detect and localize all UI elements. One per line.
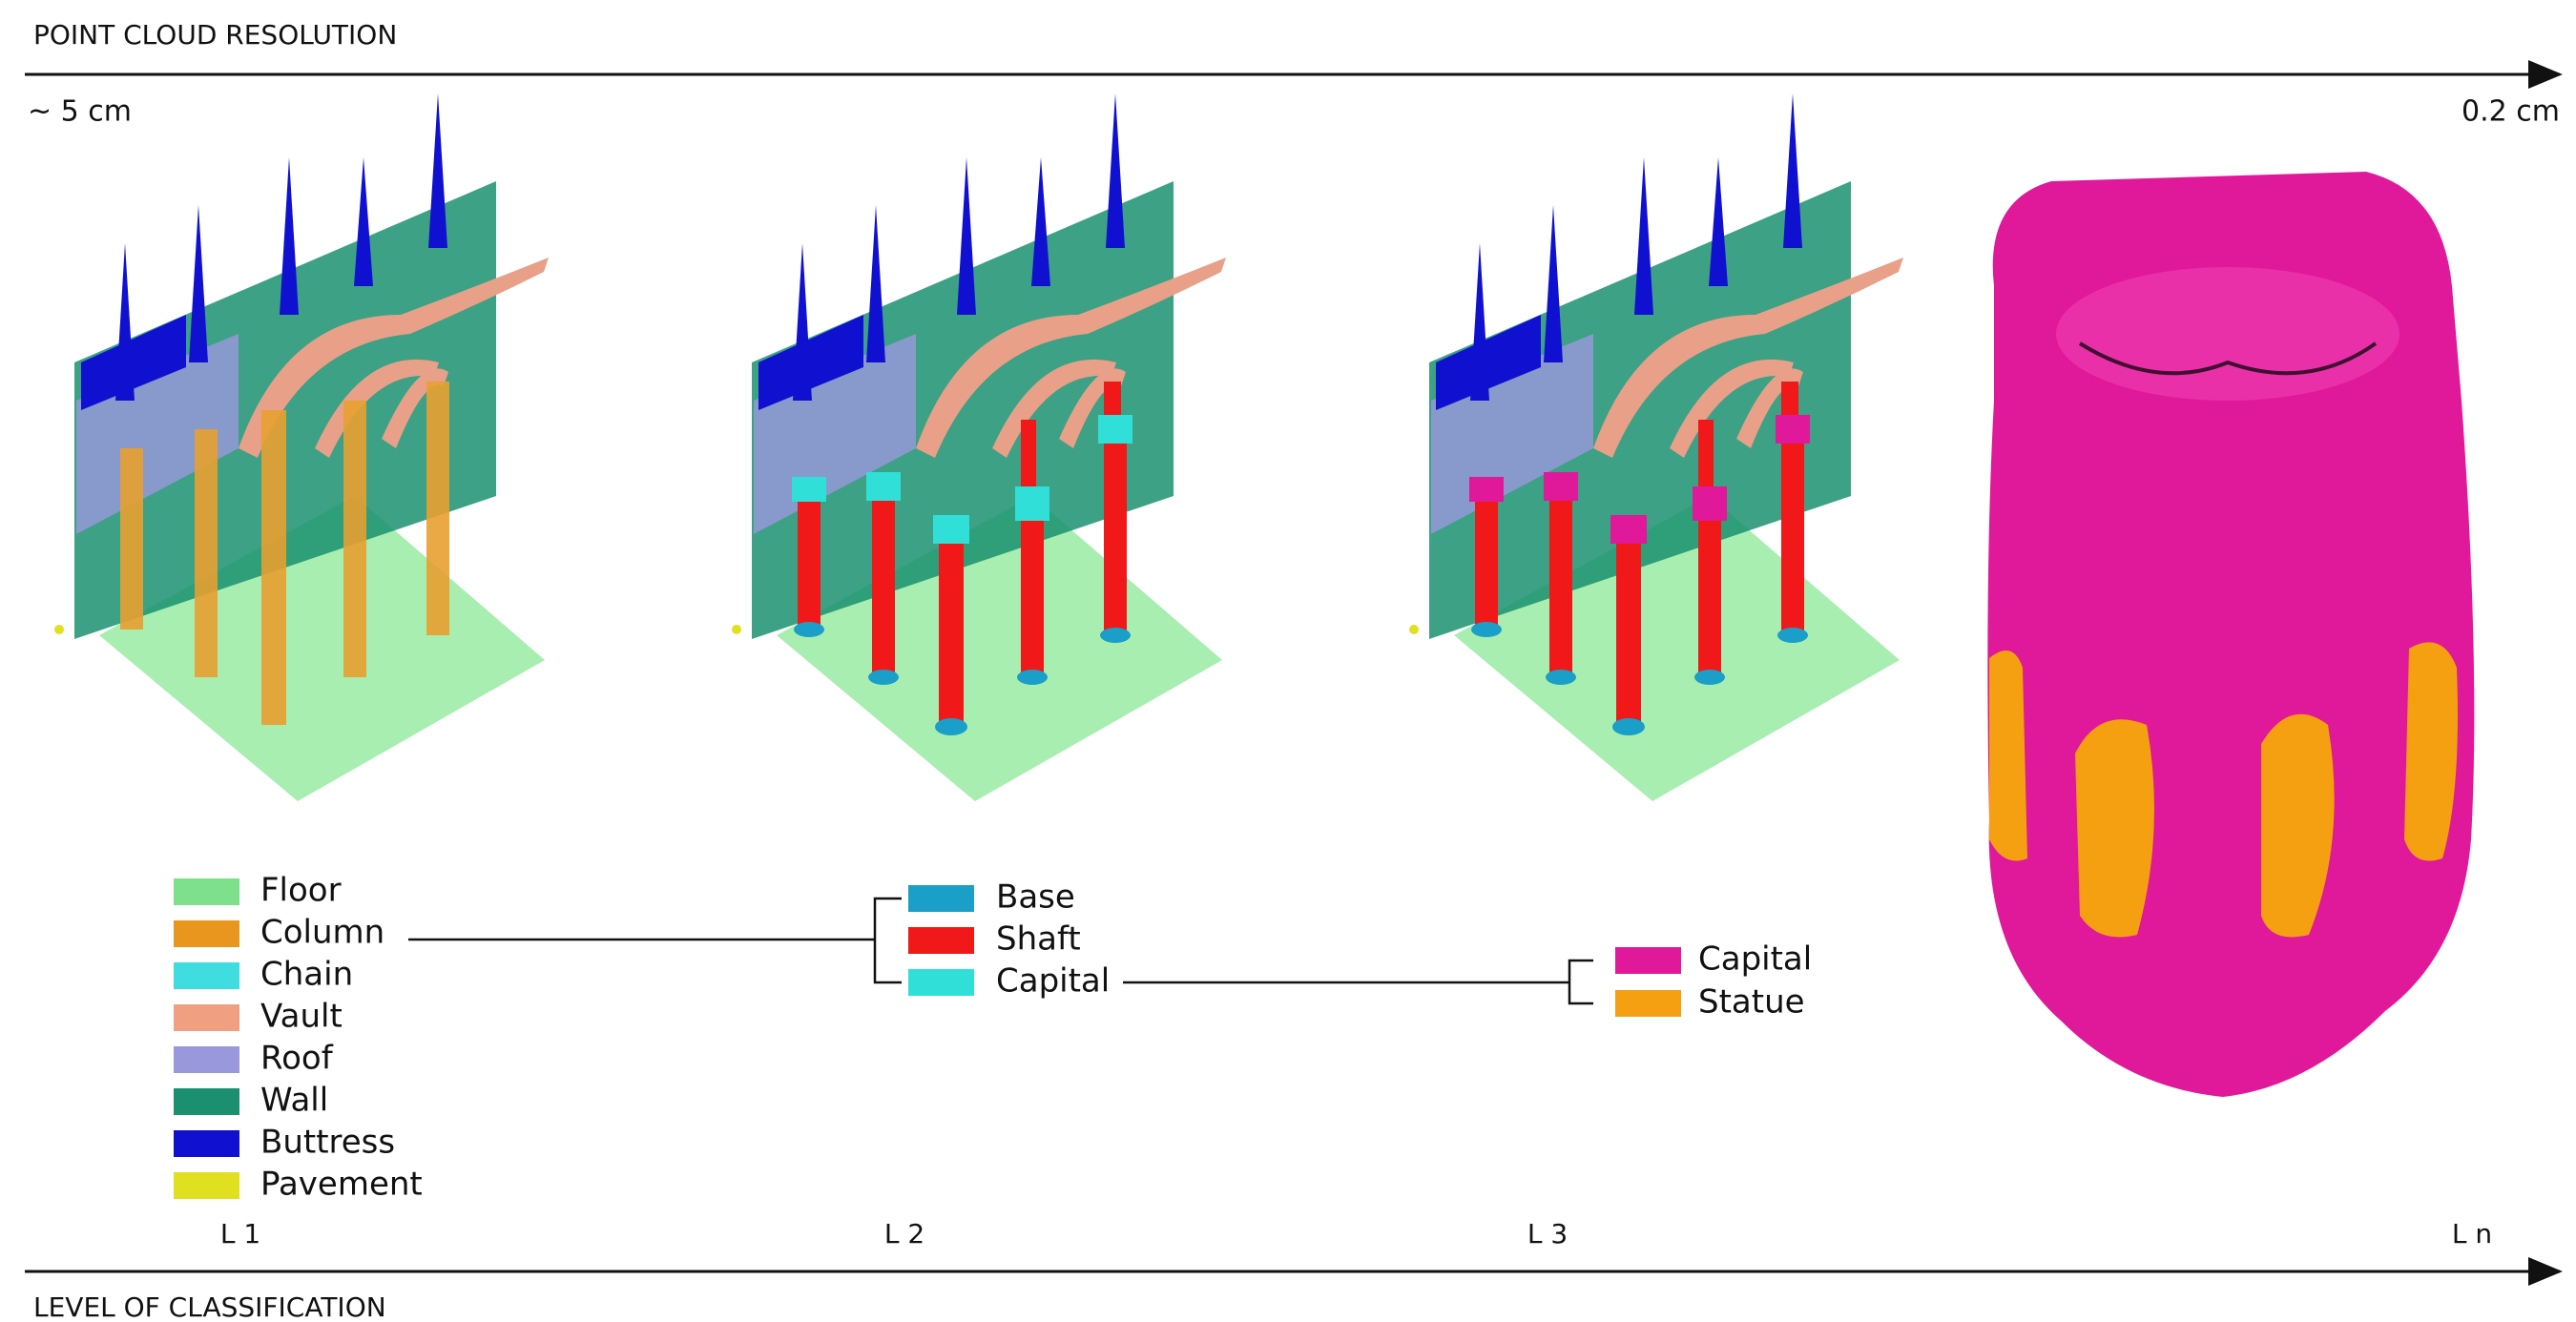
legend-label: Shaft [996, 920, 1081, 959]
level-label: L 3 [1527, 1218, 1568, 1250]
level-label: L 1 [220, 1218, 260, 1250]
legend-swatch [908, 885, 974, 912]
nave-l3 [1409, 93, 1903, 801]
resolution-start: ~ 5 cm [28, 95, 132, 129]
legend-swatch [174, 920, 239, 947]
legend-swatch [908, 927, 974, 954]
legend-label: Statue [1698, 983, 1805, 1022]
legends: Floor Column Chain Vault Roof Wall Buttress Pav… [174, 872, 1812, 1204]
legend-swatch [1615, 947, 1681, 974]
legend-label: Pavement [260, 1166, 423, 1204]
legend-label: Buttress [260, 1124, 395, 1162]
legend-label: Capital [1698, 940, 1812, 979]
capital-detail [1987, 172, 2475, 1097]
legend-swatch [174, 962, 239, 989]
legend-label: Vault [260, 998, 343, 1036]
legend-swatch [174, 1088, 239, 1115]
legend-label: Wall [260, 1082, 328, 1120]
nave-l1 [54, 93, 549, 801]
legend-label: Capital [996, 962, 1110, 1001]
level-label: L n [2452, 1218, 2492, 1250]
legend-label: Column [260, 914, 384, 952]
legend-swatch [174, 1004, 239, 1031]
legend-label: Floor [260, 872, 342, 910]
level-label: L 2 [884, 1218, 924, 1250]
nave-l2 [732, 93, 1226, 801]
legend-swatch [174, 1130, 239, 1157]
hierarchy-connectors [408, 897, 1593, 1005]
legend-swatch [1615, 990, 1681, 1017]
levels: L 1 L 2 L 3 L n [220, 1218, 2492, 1250]
legend-swatch [174, 1046, 239, 1073]
legend-label: Roof [260, 1040, 334, 1078]
legend-label: Chain [260, 956, 353, 994]
top-axis-label: POINT CLOUD RESOLUTION [33, 19, 397, 51]
legend-label: Base [996, 878, 1075, 917]
legend-swatch [908, 969, 974, 996]
legend-swatch [174, 1172, 239, 1199]
legend-swatch [174, 878, 239, 905]
resolution-end: 0.2 cm [2462, 95, 2560, 129]
bottom-axis-label: LEVEL OF CLASSIFICATION [33, 1291, 386, 1322]
